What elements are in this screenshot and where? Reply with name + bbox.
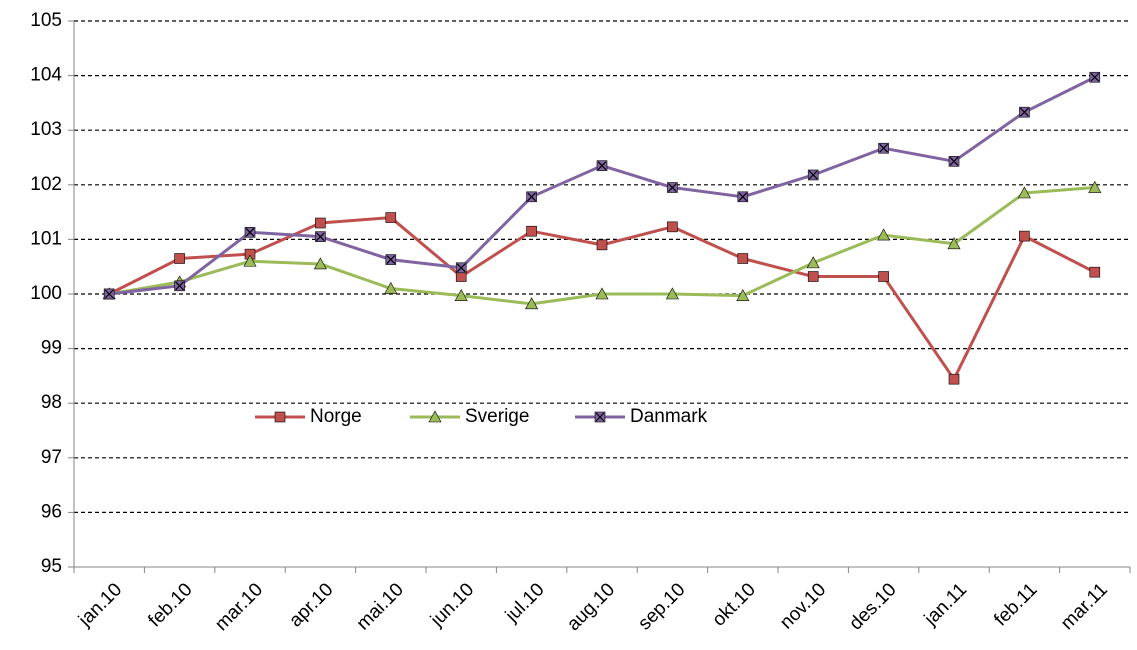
marker-x <box>738 192 748 202</box>
legend-label: Danmark <box>630 406 708 427</box>
y-tick-label: 105 <box>30 10 62 31</box>
x-tick-label: nov.10 <box>776 579 830 633</box>
marker-x <box>597 161 607 171</box>
marker-x <box>949 156 959 166</box>
marker-x <box>1019 107 1029 117</box>
marker <box>878 271 889 282</box>
y-tick-label: 96 <box>41 501 62 522</box>
marker <box>1019 106 1030 118</box>
marker <box>1089 71 1101 83</box>
y-tick-label: 104 <box>30 65 62 86</box>
y-tick-label: 102 <box>30 174 62 195</box>
marker <box>878 142 889 154</box>
marker <box>948 156 960 167</box>
marker-x <box>386 255 396 265</box>
y-tick-label: 99 <box>41 338 62 359</box>
marker-x <box>1090 72 1100 82</box>
marker <box>736 289 750 301</box>
x-tick-label: jul.10 <box>501 579 549 627</box>
marker-x <box>667 183 677 192</box>
marker <box>274 411 286 423</box>
marker <box>1088 180 1102 193</box>
marker-x <box>456 263 466 273</box>
x-tick-label: jun.10 <box>426 579 478 631</box>
marker <box>737 191 749 203</box>
y-tick-label: 100 <box>30 283 62 304</box>
legend-label: Norge <box>310 406 362 427</box>
y-tick-label: 101 <box>30 228 62 249</box>
marker <box>455 262 467 274</box>
marker <box>103 288 115 300</box>
marker-x <box>104 289 114 299</box>
marker <box>174 253 185 264</box>
x-tick-label: apr.10 <box>285 579 337 631</box>
x-tick-label: feb.11 <box>990 579 1041 630</box>
marker <box>384 281 398 294</box>
x-tick-label: okt.10 <box>708 579 759 630</box>
marker <box>806 256 820 269</box>
marker <box>385 254 397 265</box>
marker <box>595 287 609 300</box>
x-tick-label: jan.11 <box>920 579 971 630</box>
x-tick-label: des.10 <box>845 579 900 634</box>
x-tick-label: feb.10 <box>144 579 196 631</box>
marker <box>667 221 678 233</box>
marker <box>315 231 326 242</box>
x-tick-label: mar.10 <box>211 579 267 635</box>
marker <box>174 280 185 292</box>
marker <box>807 271 819 282</box>
marker <box>947 237 961 250</box>
marker <box>526 225 537 237</box>
x-tick-label: mar.11 <box>1057 579 1112 634</box>
y-tick-label: 103 <box>30 119 62 140</box>
marker <box>667 182 678 193</box>
marker <box>243 254 257 267</box>
marker <box>385 212 397 223</box>
y-tick-label: 97 <box>41 447 62 468</box>
marker <box>665 287 679 300</box>
x-tick-label: aug.10 <box>563 579 619 635</box>
marker <box>596 239 608 251</box>
marker <box>244 227 256 238</box>
marker <box>877 228 891 241</box>
marker <box>315 217 326 229</box>
marker <box>596 160 608 171</box>
marker <box>737 253 749 264</box>
x-tick-label: sep.10 <box>634 579 689 634</box>
marker <box>313 257 327 270</box>
marker <box>1089 266 1101 278</box>
marker <box>428 410 442 423</box>
y-tick-label: 98 <box>41 392 62 413</box>
marker <box>594 411 606 423</box>
marker <box>948 373 960 385</box>
marker-x <box>315 232 325 242</box>
marker-x <box>879 143 889 153</box>
x-tick-label: jan.10 <box>74 579 126 631</box>
marker-x <box>808 170 818 180</box>
marker-x <box>595 412 605 422</box>
marker <box>807 169 819 181</box>
marker <box>526 191 537 203</box>
marker-x <box>245 227 255 237</box>
y-tick-label: 95 <box>41 556 62 577</box>
marker <box>454 289 468 301</box>
marker <box>1017 186 1031 199</box>
marker <box>1019 230 1030 242</box>
legend-label: Sverige <box>465 406 529 427</box>
marker <box>525 297 539 310</box>
marker-x <box>527 192 537 202</box>
x-tick-label: mai.10 <box>353 579 408 634</box>
marker-x <box>175 281 185 291</box>
